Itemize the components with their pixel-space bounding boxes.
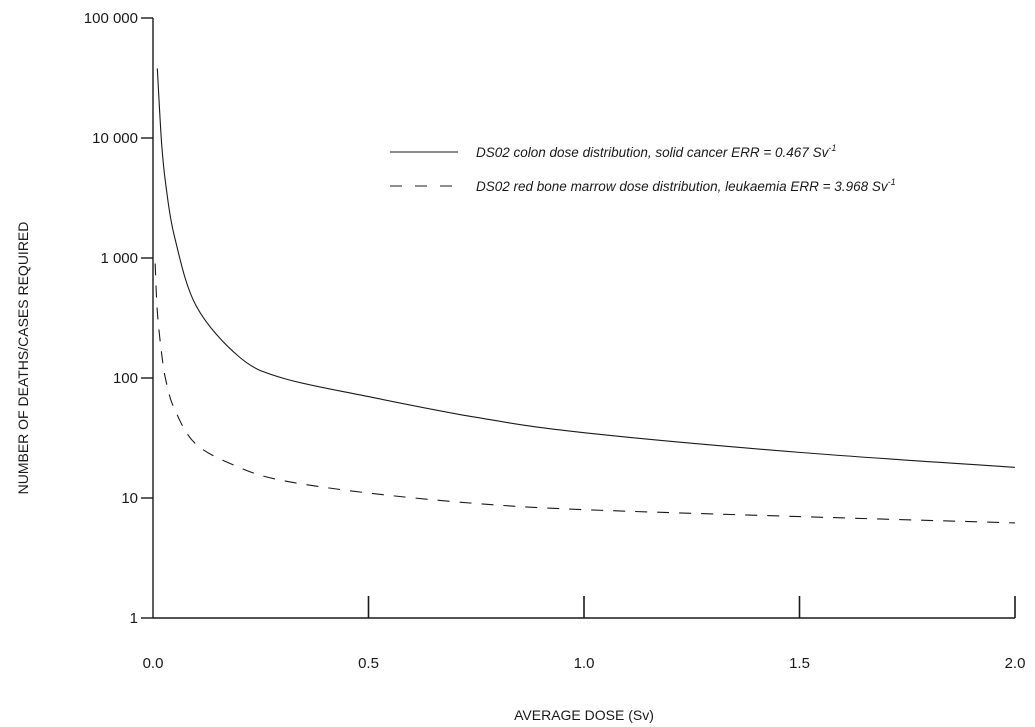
x-axis-ticks: 0.0 0.5 1.0 1.5 2.0 (143, 596, 1026, 672)
x-tick-label: 0.0 (143, 655, 164, 672)
y-tick-label: 10 000 (92, 130, 138, 147)
x-tick-label: 1.5 (789, 655, 810, 672)
axes (152, 18, 1015, 619)
series-line-leukaemia (154, 263, 1016, 524)
x-tick-label: 2.0 (1005, 655, 1026, 672)
x-tick-label: 0.5 (358, 655, 379, 672)
y-axis-ticks: 1 10 100 1 000 10 000 100 000 (84, 10, 153, 627)
y-axis-label: NUMBER OF DEATHS/CASES REQUIRED (15, 222, 31, 495)
y-tick-label: 10 (121, 490, 138, 507)
series-line-solid-cancer (156, 68, 1016, 468)
y-tick-label: 100 000 (84, 10, 138, 27)
legend: DS02 colon dose distribution, solid canc… (390, 143, 896, 194)
legend-label-dashed: DS02 red bone marrow dose distribution, … (476, 177, 896, 194)
x-tick-label: 1.0 (574, 655, 595, 672)
y-tick-label: 1 000 (100, 250, 138, 267)
y-tick-label: 100 (113, 370, 138, 387)
legend-label-solid: DS02 colon dose distribution, solid canc… (476, 143, 836, 160)
y-tick-label: 1 (130, 610, 138, 627)
series-layer (154, 68, 1016, 524)
x-axis-label: AVERAGE DOSE (Sv) (514, 707, 654, 723)
